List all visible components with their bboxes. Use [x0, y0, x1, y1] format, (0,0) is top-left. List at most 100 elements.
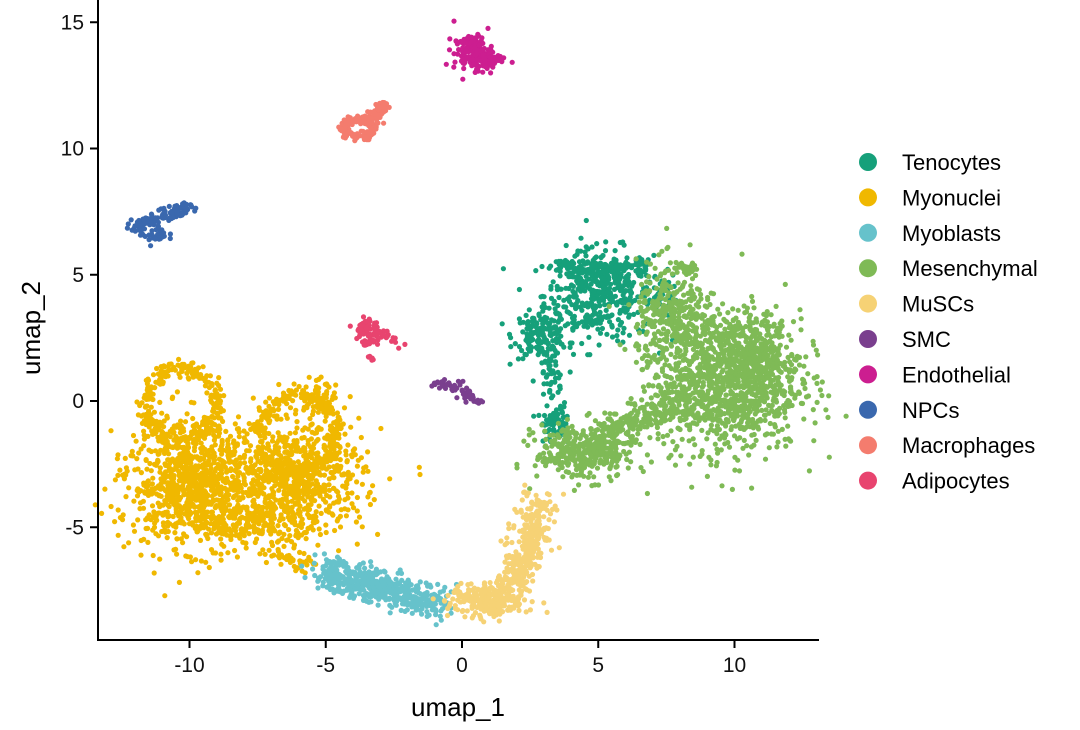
- point: [359, 524, 365, 530]
- point: [275, 406, 282, 412]
- point: [744, 443, 750, 449]
- point: [802, 385, 808, 392]
- point: [206, 379, 212, 385]
- point: [232, 547, 238, 554]
- point: [266, 547, 272, 553]
- point: [404, 600, 410, 606]
- point: [539, 263, 545, 270]
- point: [658, 331, 664, 337]
- point: [345, 442, 351, 448]
- point: [165, 485, 171, 491]
- point: [266, 493, 272, 499]
- point: [289, 498, 295, 504]
- point: [268, 508, 274, 515]
- point: [529, 322, 535, 328]
- point: [153, 428, 160, 434]
- point: [792, 395, 798, 401]
- point: [232, 486, 238, 492]
- point: [749, 293, 755, 300]
- point: [773, 303, 779, 309]
- point: [499, 321, 505, 327]
- point: [281, 555, 287, 561]
- point: [271, 515, 277, 521]
- point: [520, 329, 526, 335]
- point: [705, 388, 711, 394]
- point: [130, 453, 136, 459]
- point: [305, 494, 311, 500]
- point: [211, 405, 217, 412]
- point: [547, 328, 553, 334]
- point: [345, 472, 351, 478]
- point: [287, 489, 294, 495]
- point: [162, 593, 168, 599]
- point: [316, 459, 322, 465]
- point: [148, 404, 154, 410]
- point: [284, 537, 290, 543]
- point: [549, 413, 555, 419]
- point: [358, 434, 364, 441]
- point: [819, 379, 825, 385]
- point: [584, 312, 590, 318]
- point: [664, 432, 671, 438]
- point: [115, 532, 121, 538]
- point: [572, 320, 578, 326]
- point: [302, 498, 308, 504]
- point: [181, 444, 187, 450]
- point: [660, 433, 666, 440]
- point: [170, 394, 176, 400]
- point: [536, 330, 543, 336]
- point: [530, 378, 536, 384]
- point: [265, 501, 272, 507]
- point: [193, 518, 199, 524]
- point: [312, 552, 318, 558]
- point: [796, 390, 803, 396]
- point: [269, 476, 275, 483]
- point: [181, 466, 187, 473]
- point: [276, 469, 282, 475]
- point: [579, 280, 585, 286]
- point: [294, 419, 300, 425]
- point: [370, 483, 376, 489]
- point: [322, 483, 328, 489]
- point: [751, 442, 757, 448]
- point: [555, 411, 561, 417]
- point: [621, 325, 627, 331]
- point: [330, 474, 336, 480]
- point: [345, 476, 351, 482]
- point: [208, 466, 214, 472]
- point: [248, 459, 254, 465]
- point: [198, 445, 204, 452]
- point: [327, 449, 333, 455]
- point: [704, 473, 711, 479]
- point: [301, 550, 307, 557]
- point: [679, 436, 685, 442]
- point: [131, 528, 138, 534]
- point: [294, 425, 300, 431]
- point: [306, 374, 312, 380]
- point: [766, 445, 772, 451]
- point: [336, 496, 342, 502]
- point: [773, 387, 779, 393]
- point: [174, 536, 180, 542]
- point: [594, 241, 600, 247]
- point: [219, 451, 225, 457]
- point: [309, 429, 315, 435]
- point: [197, 486, 203, 492]
- point: [232, 444, 238, 450]
- point: [184, 411, 190, 417]
- point: [212, 453, 218, 459]
- point: [318, 396, 324, 402]
- point: [205, 420, 211, 426]
- point: [203, 559, 209, 565]
- point: [601, 285, 607, 292]
- point: [165, 528, 171, 535]
- point: [166, 462, 172, 468]
- point: [427, 582, 433, 588]
- point: [217, 400, 223, 406]
- point: [266, 395, 272, 401]
- point: [615, 327, 621, 333]
- point: [114, 456, 120, 462]
- point: [268, 462, 274, 468]
- point: [149, 421, 155, 427]
- point: [152, 385, 158, 391]
